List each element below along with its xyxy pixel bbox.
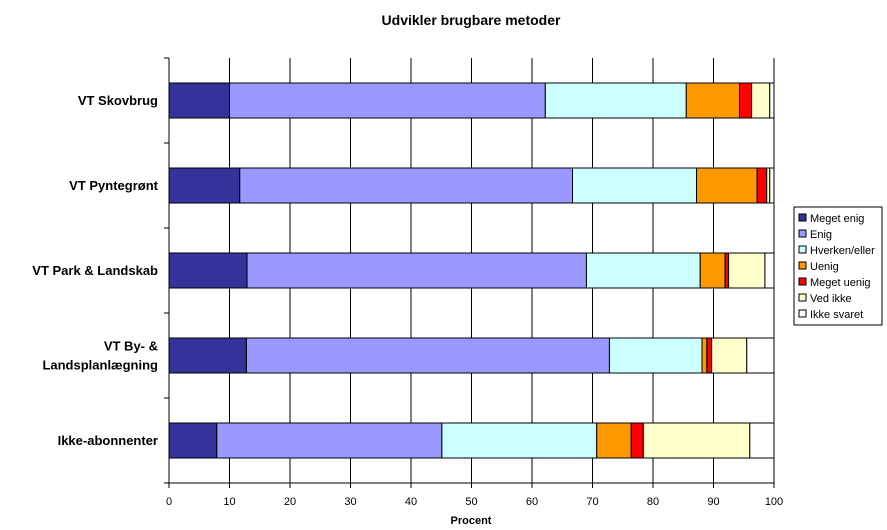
bar-segment: [246, 252, 587, 289]
bar-segment: [701, 337, 708, 374]
bar-segment: [696, 167, 758, 204]
bar-segment: [608, 337, 703, 374]
category-label: Landsplanlægning: [42, 358, 158, 373]
category-labels: VT Skovbrug VT Pyntegrønt VT Park & Landsk…: [32, 93, 158, 448]
bar-segment: [630, 422, 644, 459]
category-label: Ikke-abonnenter: [58, 433, 158, 448]
x-tick-label: 60: [526, 496, 538, 508]
legend-swatch: [798, 213, 807, 222]
bar-segment: [769, 82, 775, 119]
x-tick-label: 20: [284, 496, 296, 508]
bar-segment: [642, 422, 751, 459]
x-tick-label: 70: [586, 496, 598, 508]
legend-label: Uenig: [810, 261, 839, 273]
bar-segment: [724, 252, 730, 289]
category-label: VT Pyntegrønt: [69, 178, 159, 193]
bar-segment: [585, 252, 701, 289]
legend-label: Meget uenig: [810, 277, 871, 289]
bar-segment: [706, 337, 713, 374]
legend-label: Enig: [810, 229, 832, 241]
bar-segment: [441, 422, 598, 459]
bar-segment: [749, 422, 775, 459]
x-tick-label: 80: [647, 496, 659, 508]
x-tick-label: 100: [765, 496, 783, 508]
bar-segment: [544, 82, 687, 119]
bar-segment: [572, 167, 698, 204]
chart-title: Udvikler brugbare metoder: [382, 12, 561, 28]
bar-segment: [168, 337, 247, 374]
bar-segment: [685, 82, 741, 119]
x-tick-label: 90: [707, 496, 719, 508]
bar-segment: [728, 252, 766, 289]
legend-swatch: [798, 277, 807, 286]
legend-swatch: [798, 229, 807, 238]
bar-segment: [764, 252, 775, 289]
bar-segment: [711, 337, 748, 374]
bar-segment: [168, 422, 218, 459]
legend-swatch: [798, 245, 807, 254]
bar-segment: [239, 167, 574, 204]
bars: [168, 82, 775, 459]
bar-segment: [216, 422, 443, 459]
legend-label: Ved ikke: [810, 293, 852, 305]
bar-segment: [596, 422, 632, 459]
bar-segment: [751, 82, 771, 119]
x-tick-label: 50: [465, 496, 477, 508]
bar-segment: [756, 167, 768, 204]
bar-segment: [769, 167, 775, 204]
bar-segment: [245, 337, 610, 374]
legend: Meget enig Enig Hverken/eller Uenig Meget ue…: [793, 206, 883, 326]
x-tick-label: 10: [223, 496, 235, 508]
category-label: VT Park & Landskab: [32, 263, 158, 278]
legend-swatch: [798, 293, 807, 302]
legend-box: [793, 206, 883, 326]
legend-label: Ikke svaret: [810, 309, 863, 321]
bar-segment: [229, 82, 546, 119]
x-tick-label: 40: [405, 496, 417, 508]
legend-label: Hverken/eller: [810, 245, 875, 257]
legend-label: Meget enig: [810, 213, 864, 225]
x-axis-title: Procent: [451, 515, 492, 527]
category-label: VT By- &: [104, 339, 158, 354]
x-tick-label: 0: [166, 496, 172, 508]
category-label: VT Skovbrug: [78, 93, 158, 108]
x-tick-labels: 0 10 20 30 40 50 60 70 80 90 100: [166, 496, 783, 508]
bar-segment: [168, 82, 230, 119]
legend-swatch: [798, 309, 807, 318]
bar-segment: [746, 337, 775, 374]
bar-segment: [168, 167, 241, 204]
axes: [164, 57, 775, 488]
bar-segment: [739, 82, 753, 119]
bar-segment: [168, 252, 248, 289]
legend-swatch: [798, 261, 807, 270]
x-tick-label: 30: [344, 496, 356, 508]
bar-segment: [699, 252, 726, 289]
